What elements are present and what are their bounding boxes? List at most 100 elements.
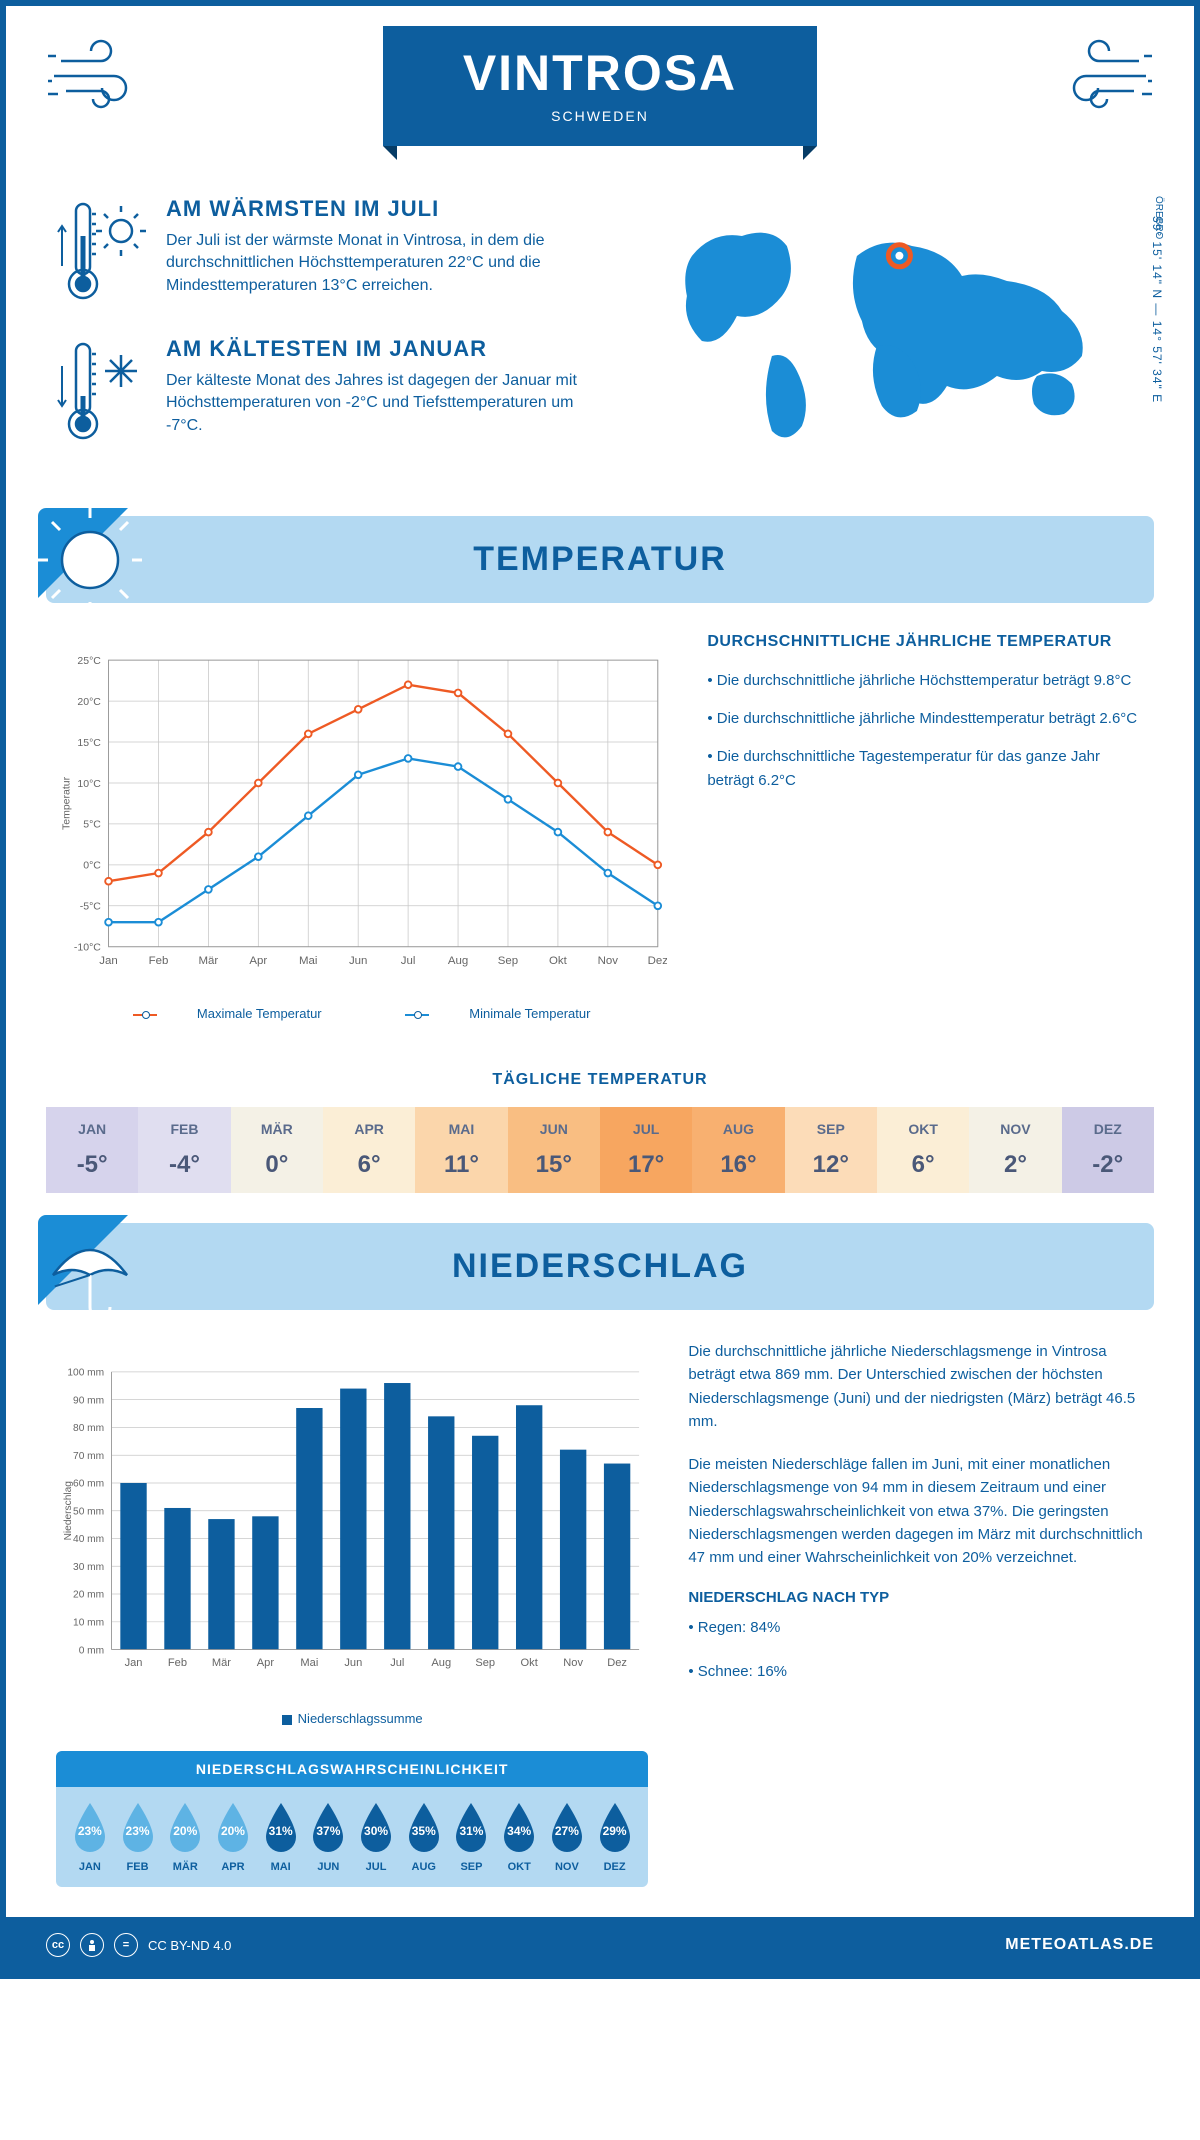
- svg-text:20°C: 20°C: [77, 696, 101, 708]
- svg-text:60 mm: 60 mm: [73, 1479, 104, 1490]
- daily-temp-cell: AUG16°: [692, 1107, 784, 1193]
- prob-cell: 23%FEB: [114, 1801, 162, 1873]
- svg-text:5°C: 5°C: [83, 819, 101, 831]
- svg-text:Aug: Aug: [448, 955, 468, 967]
- temp-chart: -10°C-5°C0°C5°C10°C15°C20°C25°CJanFebMär…: [56, 633, 667, 1021]
- warmest-block: AM WÄRMSTEN IM JULI Der Juli ist der wär…: [56, 196, 610, 311]
- svg-text:Jun: Jun: [344, 1657, 362, 1669]
- svg-text:Temperatur: Temperatur: [60, 776, 72, 830]
- cc-icon: cc: [46, 1933, 70, 1957]
- svg-text:15°C: 15°C: [77, 737, 101, 749]
- prob-cell: 31%MAI: [257, 1801, 305, 1873]
- precip-probability-box: NIEDERSCHLAGSWAHRSCHEINLICHKEIT 23%JAN23…: [56, 1751, 648, 1887]
- svg-text:30 mm: 30 mm: [73, 1562, 104, 1573]
- coldest-block: AM KÄLTESTEN IM JANUAR Der kälteste Mona…: [56, 336, 610, 451]
- daily-temp-cell: JAN-5°: [46, 1107, 138, 1193]
- coords-label: 59° 15' 14" N — 14° 57' 34" E: [1150, 216, 1164, 403]
- site-name: METEOATLAS.DE: [1005, 1936, 1154, 1954]
- daily-temp-cell: JUN15°: [508, 1107, 600, 1193]
- wind-icon: [46, 36, 156, 121]
- prob-cell: 35%AUG: [400, 1801, 448, 1873]
- svg-text:25°C: 25°C: [77, 655, 101, 667]
- daily-temp-title: TÄGLICHE TEMPERATUR: [6, 1071, 1194, 1089]
- prob-cell: 23%JAN: [66, 1801, 114, 1873]
- thermometer-sun-icon: [56, 196, 146, 311]
- wind-icon: [1044, 36, 1154, 121]
- svg-text:Dez: Dez: [607, 1657, 627, 1669]
- precip-text: Die meisten Niederschläge fallen im Juni…: [688, 1453, 1144, 1569]
- svg-text:Sep: Sep: [498, 955, 518, 967]
- precip-info: Die durchschnittliche jährliche Niedersc…: [688, 1340, 1144, 1887]
- daily-temp-cell: MÄR0°: [231, 1107, 323, 1193]
- prob-cell: 29%DEZ: [591, 1801, 639, 1873]
- sun-icon: [38, 508, 148, 618]
- temp-bullet: • Die durchschnittliche jährliche Höchst…: [707, 669, 1144, 693]
- temp-banner: TEMPERATUR: [46, 516, 1154, 603]
- daily-temp-cell: DEZ-2°: [1062, 1107, 1154, 1193]
- country-name: SCHWEDEN: [463, 108, 737, 124]
- svg-text:100 mm: 100 mm: [67, 1368, 104, 1379]
- svg-text:Dez: Dez: [648, 955, 668, 967]
- svg-text:50 mm: 50 mm: [73, 1506, 104, 1517]
- umbrella-icon: [38, 1215, 148, 1325]
- precip-banner: NIEDERSCHLAG: [46, 1223, 1154, 1310]
- svg-text:10°C: 10°C: [77, 778, 101, 790]
- prob-cell: 31%SEP: [448, 1801, 496, 1873]
- svg-text:Jul: Jul: [401, 955, 416, 967]
- warmest-title: AM WÄRMSTEN IM JULI: [166, 196, 610, 222]
- svg-text:Apr: Apr: [257, 1657, 275, 1669]
- header: VINTROSA SCHWEDEN: [6, 6, 1194, 176]
- daily-temp-cell: APR6°: [323, 1107, 415, 1193]
- svg-text:Okt: Okt: [521, 1657, 538, 1669]
- svg-text:90 mm: 90 mm: [73, 1395, 104, 1406]
- prob-cell: 27%NOV: [543, 1801, 591, 1873]
- prob-cell: 37%JUN: [305, 1801, 353, 1873]
- svg-text:10 mm: 10 mm: [73, 1618, 104, 1629]
- svg-text:40 mm: 40 mm: [73, 1534, 104, 1545]
- coldest-title: AM KÄLTESTEN IM JANUAR: [166, 336, 610, 362]
- precip-type-bullet: • Schnee: 16%: [688, 1660, 1144, 1684]
- precip-section-title: NIEDERSCHLAG: [46, 1247, 1154, 1286]
- svg-text:Okt: Okt: [549, 955, 568, 967]
- svg-text:Jul: Jul: [390, 1657, 404, 1669]
- precip-text: Die durchschnittliche jährliche Niedersc…: [688, 1340, 1144, 1433]
- footer: cc = CC BY-ND 4.0 METEOATLAS.DE: [6, 1917, 1194, 1973]
- daily-temp-cell: FEB-4°: [138, 1107, 230, 1193]
- svg-text:-10°C: -10°C: [74, 942, 101, 954]
- precip-chart: 0 mm10 mm20 mm30 mm40 mm50 mm60 mm70 mm8…: [56, 1340, 648, 1700]
- warmest-text: Der Juli ist der wärmste Monat in Vintro…: [166, 230, 610, 297]
- prob-cell: 20%MÄR: [161, 1801, 209, 1873]
- daily-temp-cell: SEP12°: [785, 1107, 877, 1193]
- temp-legend: Maximale Temperatur Minimale Temperatur: [56, 1006, 667, 1021]
- svg-text:Nov: Nov: [598, 955, 619, 967]
- svg-text:Jan: Jan: [125, 1657, 143, 1669]
- intro-section: AM WÄRMSTEN IM JULI Der Juli ist der wär…: [6, 176, 1194, 506]
- svg-text:0 mm: 0 mm: [79, 1645, 104, 1656]
- temp-bullet: • Die durchschnittliche Tagestemperatur …: [707, 745, 1144, 793]
- svg-text:Mai: Mai: [299, 955, 317, 967]
- svg-text:Mär: Mär: [212, 1657, 231, 1669]
- precip-legend: Niederschlagssumme: [56, 1711, 648, 1726]
- title-banner: VINTROSA SCHWEDEN: [383, 26, 817, 146]
- daily-temp-cell: OKT6°: [877, 1107, 969, 1193]
- svg-text:0°C: 0°C: [83, 860, 101, 872]
- thermometer-snow-icon: [56, 336, 146, 451]
- temp-info: DURCHSCHNITTLICHE JÄHRLICHE TEMPERATUR •…: [707, 633, 1144, 1021]
- precip-type-bullet: • Regen: 84%: [688, 1616, 1144, 1640]
- prob-title: NIEDERSCHLAGSWAHRSCHEINLICHKEIT: [56, 1751, 648, 1787]
- license-label: CC BY-ND 4.0: [148, 1938, 231, 1953]
- svg-text:Feb: Feb: [168, 1657, 187, 1669]
- temp-info-title: DURCHSCHNITTLICHE JÄHRLICHE TEMPERATUR: [707, 633, 1144, 651]
- svg-text:Jan: Jan: [99, 955, 117, 967]
- svg-text:Niederschlag: Niederschlag: [63, 1481, 74, 1540]
- svg-text:Aug: Aug: [431, 1657, 451, 1669]
- temp-bullet: • Die durchschnittliche jährliche Mindes…: [707, 707, 1144, 731]
- svg-text:80 mm: 80 mm: [73, 1423, 104, 1434]
- svg-text:Mär: Mär: [199, 955, 219, 967]
- by-icon: [80, 1933, 104, 1957]
- world-map: [640, 196, 1144, 456]
- nd-icon: =: [114, 1933, 138, 1957]
- svg-text:Feb: Feb: [149, 955, 169, 967]
- svg-text:Sep: Sep: [475, 1657, 495, 1669]
- coldest-text: Der kälteste Monat des Jahres ist dagege…: [166, 370, 610, 437]
